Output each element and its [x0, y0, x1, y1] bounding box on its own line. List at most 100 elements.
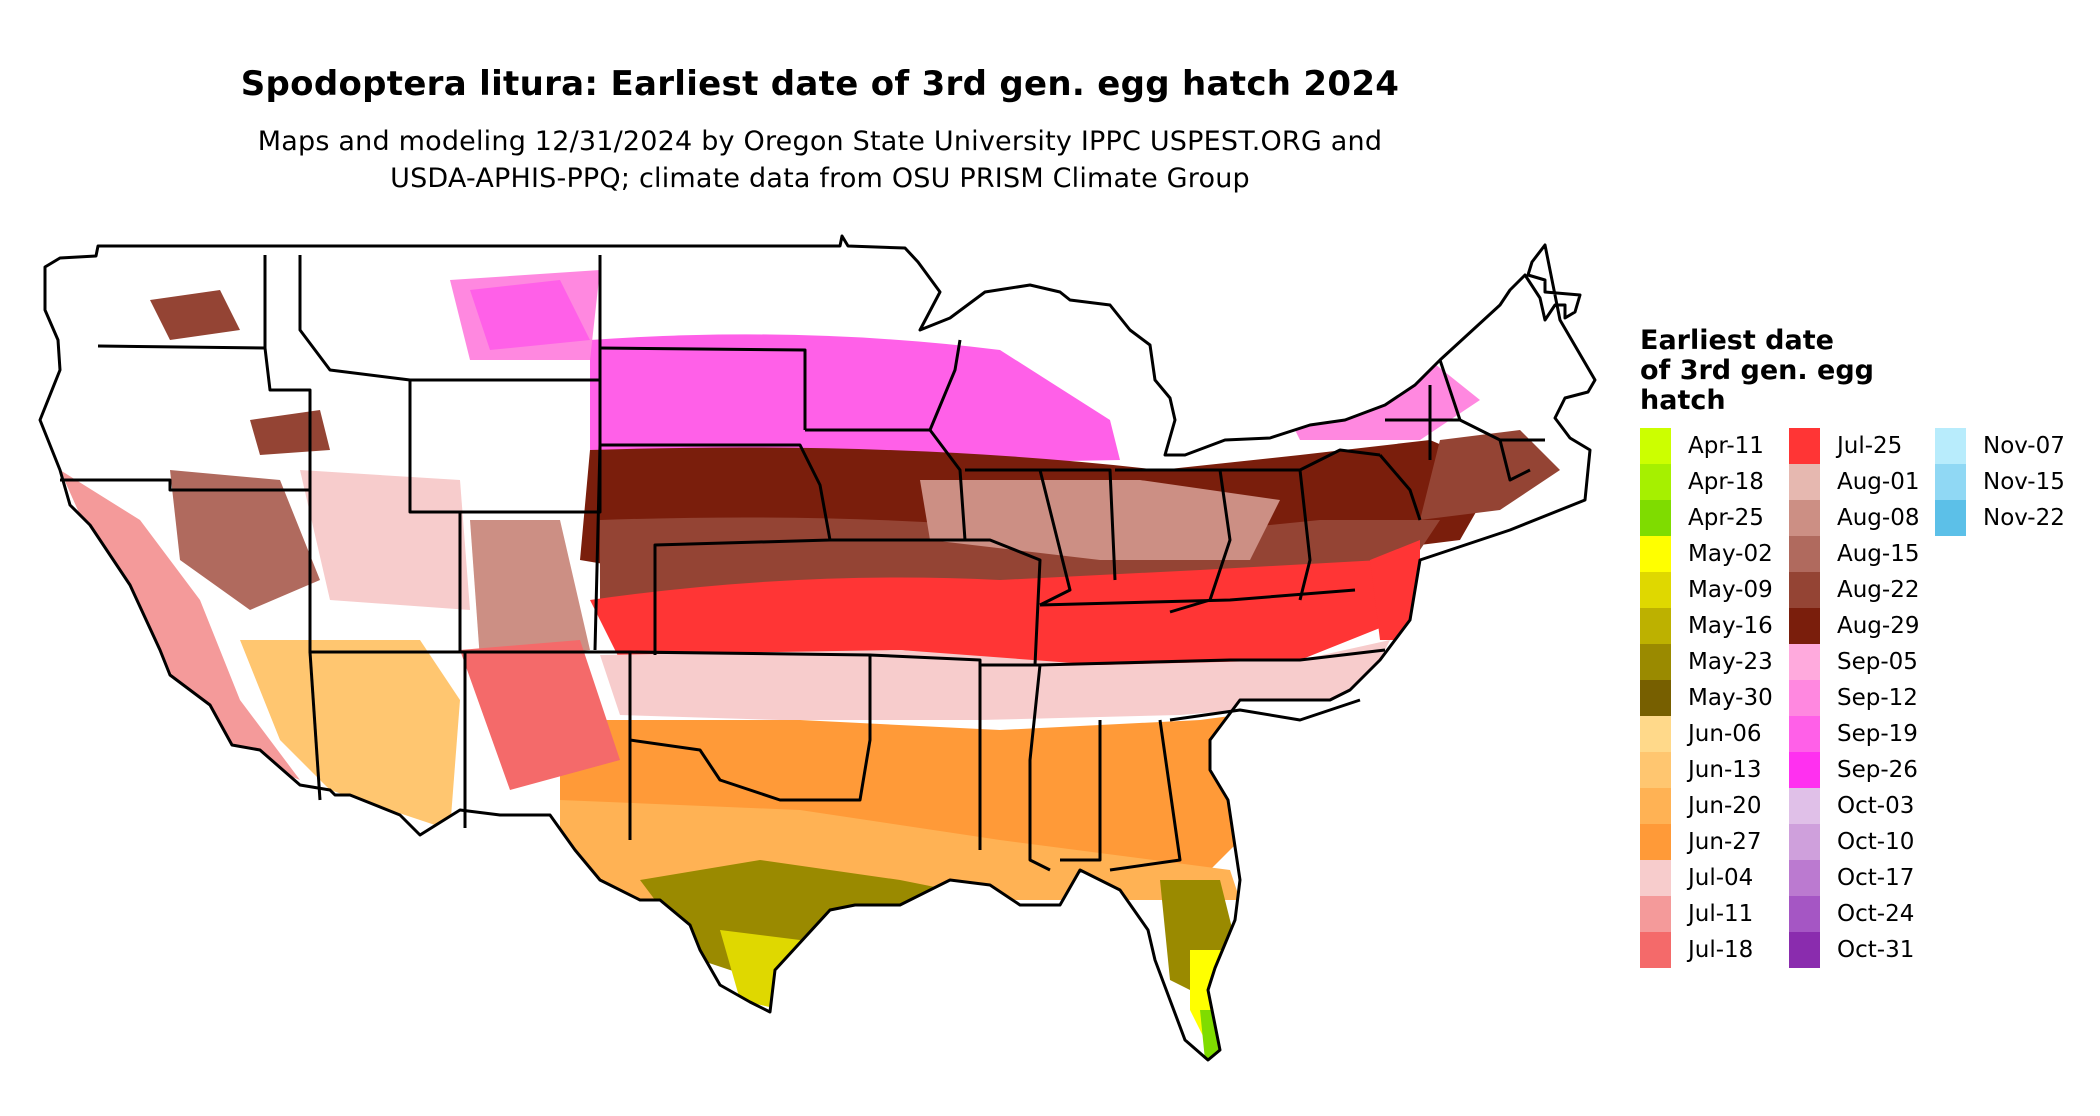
legend-item: Oct-31	[1789, 932, 1914, 968]
legend-swatch	[1789, 500, 1820, 536]
legend-swatch	[1640, 716, 1671, 752]
legend-swatch	[1789, 716, 1820, 752]
legend-item: May-02	[1640, 536, 1773, 572]
legend-swatch	[1935, 464, 1966, 500]
legend-label: Apr-18	[1688, 469, 1764, 495]
legend-item: Aug-22	[1789, 572, 1919, 608]
legend-label: Oct-17	[1837, 865, 1915, 891]
legend-item: May-09	[1640, 572, 1773, 608]
legend-label: Aug-08	[1837, 505, 1920, 531]
legend-label: Jul-11	[1688, 901, 1754, 927]
legend-label: Jun-06	[1688, 721, 1762, 747]
legend-label: Nov-22	[1983, 505, 2065, 531]
legend-swatch	[1789, 824, 1820, 860]
legend-title-line: hatch	[1640, 385, 1726, 416]
legend-swatch	[1789, 536, 1820, 572]
legend-item: Sep-12	[1789, 680, 1918, 716]
legend-item: Oct-10	[1789, 824, 1914, 860]
legend-swatch	[1935, 428, 1966, 464]
legend-label: Sep-19	[1837, 721, 1918, 747]
legend-swatch	[1789, 860, 1820, 896]
legend-label: Apr-11	[1688, 433, 1764, 459]
legend-label: Oct-03	[1837, 793, 1915, 819]
legend-label: Aug-29	[1837, 613, 1920, 639]
legend-label: Apr-25	[1688, 505, 1764, 531]
legend-item: May-16	[1640, 608, 1773, 644]
legend-item: Jun-06	[1640, 716, 1762, 752]
legend-item: Oct-17	[1789, 860, 1914, 896]
legend-label: Sep-05	[1837, 649, 1918, 675]
legend-label: Oct-31	[1837, 937, 1915, 963]
legend-swatch	[1789, 788, 1820, 824]
legend-label: Jun-20	[1688, 793, 1762, 819]
legend-item: Jul-25	[1789, 428, 1902, 464]
legend-title: Earliest date of 3rd gen. egg hatch	[1640, 326, 1960, 416]
legend-item: Oct-03	[1789, 788, 1914, 824]
legend-item: Jun-13	[1640, 752, 1762, 788]
legend-label: Sep-12	[1837, 685, 1918, 711]
legend-swatch	[1789, 608, 1820, 644]
legend-item: Nov-22	[1935, 500, 2065, 536]
legend-label: May-23	[1688, 649, 1773, 675]
legend-swatch	[1789, 644, 1820, 680]
legend-label: Jun-27	[1688, 829, 1762, 855]
legend-swatch	[1640, 896, 1671, 932]
legend-title-line: Earliest date	[1640, 325, 1834, 356]
legend-item: Aug-29	[1789, 608, 1919, 644]
legend-swatch	[1789, 932, 1820, 968]
legend-swatch	[1789, 680, 1820, 716]
legend-swatch	[1789, 572, 1820, 608]
legend-label: Jul-18	[1688, 937, 1754, 963]
legend-swatch	[1640, 860, 1671, 896]
legend-item: May-23	[1640, 644, 1773, 680]
legend-label: May-30	[1688, 685, 1773, 711]
legend-swatch	[1935, 500, 1966, 536]
legend-label: Aug-15	[1837, 541, 1920, 567]
legend-title-line: of 3rd gen. egg	[1640, 355, 1875, 386]
map-subtitle-line-1: Maps and modeling 12/31/2024 by Oregon S…	[257, 126, 1383, 157]
legend-item: Sep-05	[1789, 644, 1918, 680]
legend-label: May-16	[1688, 613, 1773, 639]
legend-item: Sep-26	[1789, 752, 1918, 788]
legend-label: Oct-24	[1837, 901, 1915, 927]
legend-label: Jul-25	[1837, 433, 1903, 459]
legend-swatch	[1640, 752, 1671, 788]
map-title: Spodoptera litura: Earliest date of 3rd …	[240, 64, 1400, 104]
state-boundaries	[38, 234, 1597, 1062]
legend-label: May-09	[1688, 577, 1773, 603]
legend-swatch	[1640, 608, 1671, 644]
legend-label: Aug-22	[1837, 577, 1920, 603]
legend-item: Aug-08	[1789, 500, 1919, 536]
legend-label: Nov-07	[1983, 433, 2065, 459]
legend-item: Apr-25	[1640, 500, 1764, 536]
legend-swatch	[1640, 428, 1671, 464]
legend-item: Aug-01	[1789, 464, 1919, 500]
legend-label: Sep-26	[1837, 757, 1918, 783]
legend-item: Jun-20	[1640, 788, 1762, 824]
map-subtitle-line-2: USDA-APHIS-PPQ; climate data from OSU PR…	[390, 163, 1250, 194]
legend-item: May-30	[1640, 680, 1773, 716]
legend-label: Aug-01	[1837, 469, 1920, 495]
legend-item: Oct-24	[1789, 896, 1914, 932]
legend-swatch	[1640, 680, 1671, 716]
legend-label: May-02	[1688, 541, 1773, 567]
legend-label: Nov-15	[1983, 469, 2065, 495]
legend-swatch	[1789, 752, 1820, 788]
legend-item: Jul-18	[1640, 932, 1753, 968]
legend-swatch	[1640, 788, 1671, 824]
legend-item: Apr-11	[1640, 428, 1764, 464]
legend-label: Oct-10	[1837, 829, 1915, 855]
legend-item: Jul-11	[1640, 896, 1753, 932]
legend-item: Jul-04	[1640, 860, 1753, 896]
legend-swatch	[1640, 572, 1671, 608]
legend-swatch	[1789, 428, 1820, 464]
legend-item: Apr-18	[1640, 464, 1764, 500]
legend-item: Sep-19	[1789, 716, 1918, 752]
legend-item: Aug-15	[1789, 536, 1919, 572]
legend-swatch	[1640, 932, 1671, 968]
legend-item: Nov-15	[1935, 464, 2065, 500]
legend-swatch	[1640, 464, 1671, 500]
legend-label: Jun-13	[1688, 757, 1762, 783]
